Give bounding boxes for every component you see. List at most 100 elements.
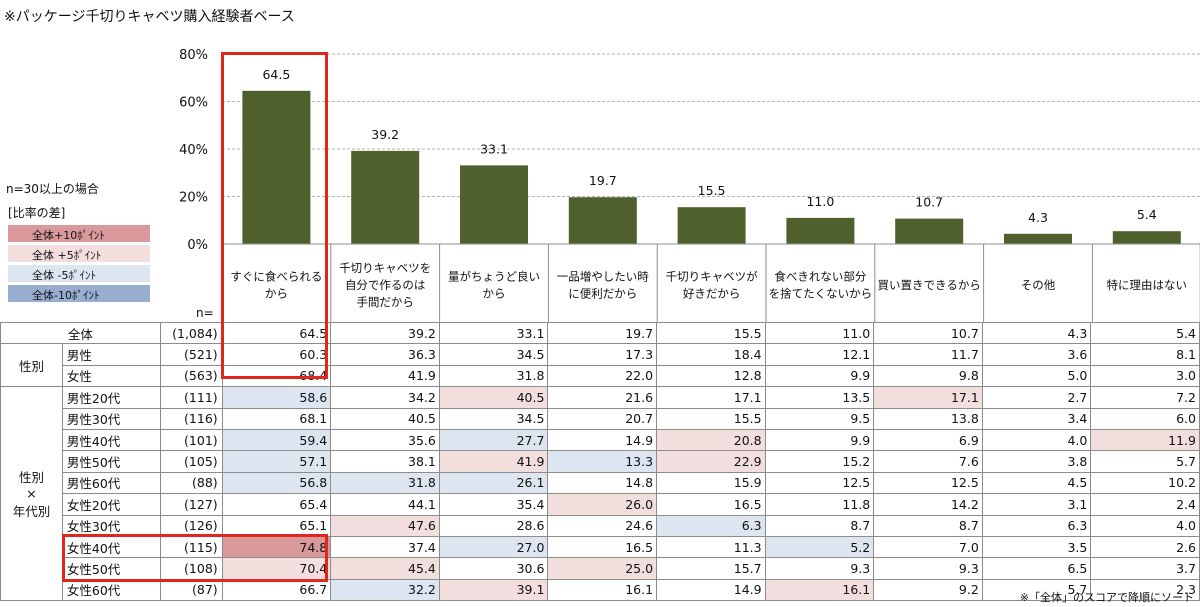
table-cell: 13.5 [764, 386, 875, 409]
table-cell: 34.5 [438, 407, 549, 430]
legend-label: 全体+10ﾎﾟｲﾝﾄ [32, 229, 105, 242]
y-tick-label: 0% [187, 238, 208, 253]
row-label: 女性 [61, 364, 161, 388]
legend-swatch [8, 285, 150, 302]
data-label: 5.4 [1137, 207, 1157, 222]
table-cell: 16.5 [547, 535, 658, 559]
category-label: に便利だから [568, 287, 637, 301]
table-row: 男性60代 (88) 56.8 31.8 26.1 14.8 15.9 12.5 12.5 4.5… [1, 471, 1200, 495]
table-cell: 3.6 [981, 343, 1092, 366]
category-label: から [483, 287, 506, 301]
group-label-line: × [26, 486, 37, 502]
legend-item-plus5: 全体 +5ﾎﾟｲﾝﾄ [8, 245, 150, 263]
table-cell: 6.0 [1090, 407, 1200, 430]
table-cell: 2.4 [1090, 493, 1200, 516]
table-cell: 2.6 [1090, 535, 1200, 559]
table-cell: 65.4 [221, 493, 332, 516]
table-cell: 35.4 [438, 493, 549, 516]
y-tick-label: 20% [179, 191, 208, 206]
row-label: 女性30代 [61, 514, 161, 537]
table-cell: 41.9 [438, 450, 549, 473]
category-label: から [265, 287, 288, 301]
table-cell: 8.7 [764, 514, 875, 537]
table-cell: 26.0 [547, 493, 658, 516]
legend-label: 全体 -5ﾎﾟｲﾝﾄ [32, 269, 96, 282]
table-cell: 31.8 [330, 471, 440, 495]
legend-swatch [8, 245, 150, 262]
table-cell: 39.2 [330, 321, 440, 345]
table-cell: 4.3 [981, 321, 1092, 345]
bar [1112, 231, 1181, 244]
table-cell: 30.6 [438, 557, 549, 580]
table-cell: 31.8 [438, 364, 549, 388]
table-cell: 18.4 [656, 343, 766, 366]
table-cell: 15.5 [656, 407, 766, 430]
category-label: 食べきれない部分 [774, 270, 866, 284]
highlight-box-top [221, 52, 328, 379]
table-cell: 27.0 [438, 535, 549, 559]
y-axis: 0% 20% 40% 60% 80% [179, 48, 208, 253]
legend-item-minus10: 全体-10ﾎﾟｲﾝﾄ [8, 285, 150, 303]
sample-size: (88) [159, 471, 223, 495]
data-label: 39.2 [371, 127, 399, 142]
table-cell: 14.2 [873, 493, 983, 516]
table-cell: 44.1 [330, 493, 440, 516]
category-label: 千切りキャベツが [666, 270, 758, 284]
table-cell: 12.1 [764, 343, 875, 366]
table-cell: 20.7 [547, 407, 658, 430]
table-cell: 8.7 [873, 514, 983, 537]
table-cell: 5.7 [981, 578, 1092, 602]
sample-size: (105) [159, 450, 223, 473]
sample-size: (127) [159, 493, 223, 516]
table-cell: 9.3 [873, 557, 983, 580]
table-cell: 19.7 [547, 321, 658, 345]
bar-chart: 0% 20% 40% 60% 80% 64.5 39.2 33.1 19.7 15.5 11.0 1… [179, 48, 1200, 322]
data-label: 4.3 [1028, 210, 1048, 225]
table-cell: 57.1 [221, 450, 332, 473]
row-label: 男性 [61, 343, 161, 366]
category-label: 買い置きできるから [878, 278, 981, 292]
table-cell: 74.8 [221, 535, 332, 559]
table-cell: 16.5 [656, 493, 766, 516]
table-cell: 22.9 [656, 450, 766, 473]
table-cell: 58.6 [221, 386, 332, 409]
bar [677, 207, 746, 244]
table-cell: 7.6 [873, 450, 983, 473]
table-cell: 65.1 [221, 514, 332, 537]
table-row: 女性60代 (87) 66.7 32.2 39.1 16.1 14.9 16.1 9.2 5.7 2… [1, 578, 1200, 602]
data-label: 19.7 [589, 173, 617, 188]
table-cell: 4.0 [1090, 514, 1200, 537]
row-label: 男性50代 [61, 450, 161, 473]
sample-size: (101) [159, 428, 223, 452]
table-cell: 11.8 [764, 493, 875, 516]
table-cell: 27.7 [438, 428, 549, 452]
table-cell: 25.0 [547, 557, 658, 580]
table-cell: 15.5 [656, 321, 766, 345]
n-label: n= [196, 306, 214, 320]
footnote: ※「全体」のスコアで降順にソート [1019, 591, 1194, 604]
table-cell: 28.6 [438, 514, 549, 537]
table-cell: 11.9 [1090, 428, 1200, 452]
table-cell: 5.7 [1090, 450, 1200, 473]
table-cell: 3.7 [1090, 557, 1200, 580]
table-cell: 39.1 [438, 578, 549, 602]
table-cell: 2.3 [1090, 578, 1200, 602]
legend-swatch [8, 225, 150, 242]
row-label: 女性20代 [61, 493, 161, 516]
table-cell: 3.4 [981, 407, 1092, 430]
table-cell: 26.1 [438, 471, 549, 495]
legend-item-minus5: 全体 -5ﾎﾟｲﾝﾄ [8, 265, 150, 283]
table-cell: 20.8 [656, 428, 766, 452]
sample-size: (126) [159, 514, 223, 537]
table-cell: 33.1 [438, 321, 549, 345]
table-cell: 13.8 [873, 407, 983, 430]
table-cell: 14.8 [547, 471, 658, 495]
table-row: 女性30代 (126) 65.1 47.6 28.6 24.6 6.3 8.7 8.7 6.3 4.… [1, 514, 1200, 537]
data-table: 全体 (1,084) 64.5 39.2 33.1 19.7 15.5 11.0 10.7 4.3… [0, 321, 1200, 602]
row-label: 男性20代 [61, 386, 161, 409]
table-row: 男性30代 (116) 68.1 40.5 34.5 20.7 15.5 9.5 13.8 3.4… [1, 407, 1200, 430]
row-label: 全体 [0, 321, 161, 345]
row-label: 女性60代 [61, 578, 161, 602]
table-row: 男性40代 (101) 59.4 35.6 27.7 14.9 20.8 9.9 6.9 4.0 1… [1, 428, 1200, 452]
